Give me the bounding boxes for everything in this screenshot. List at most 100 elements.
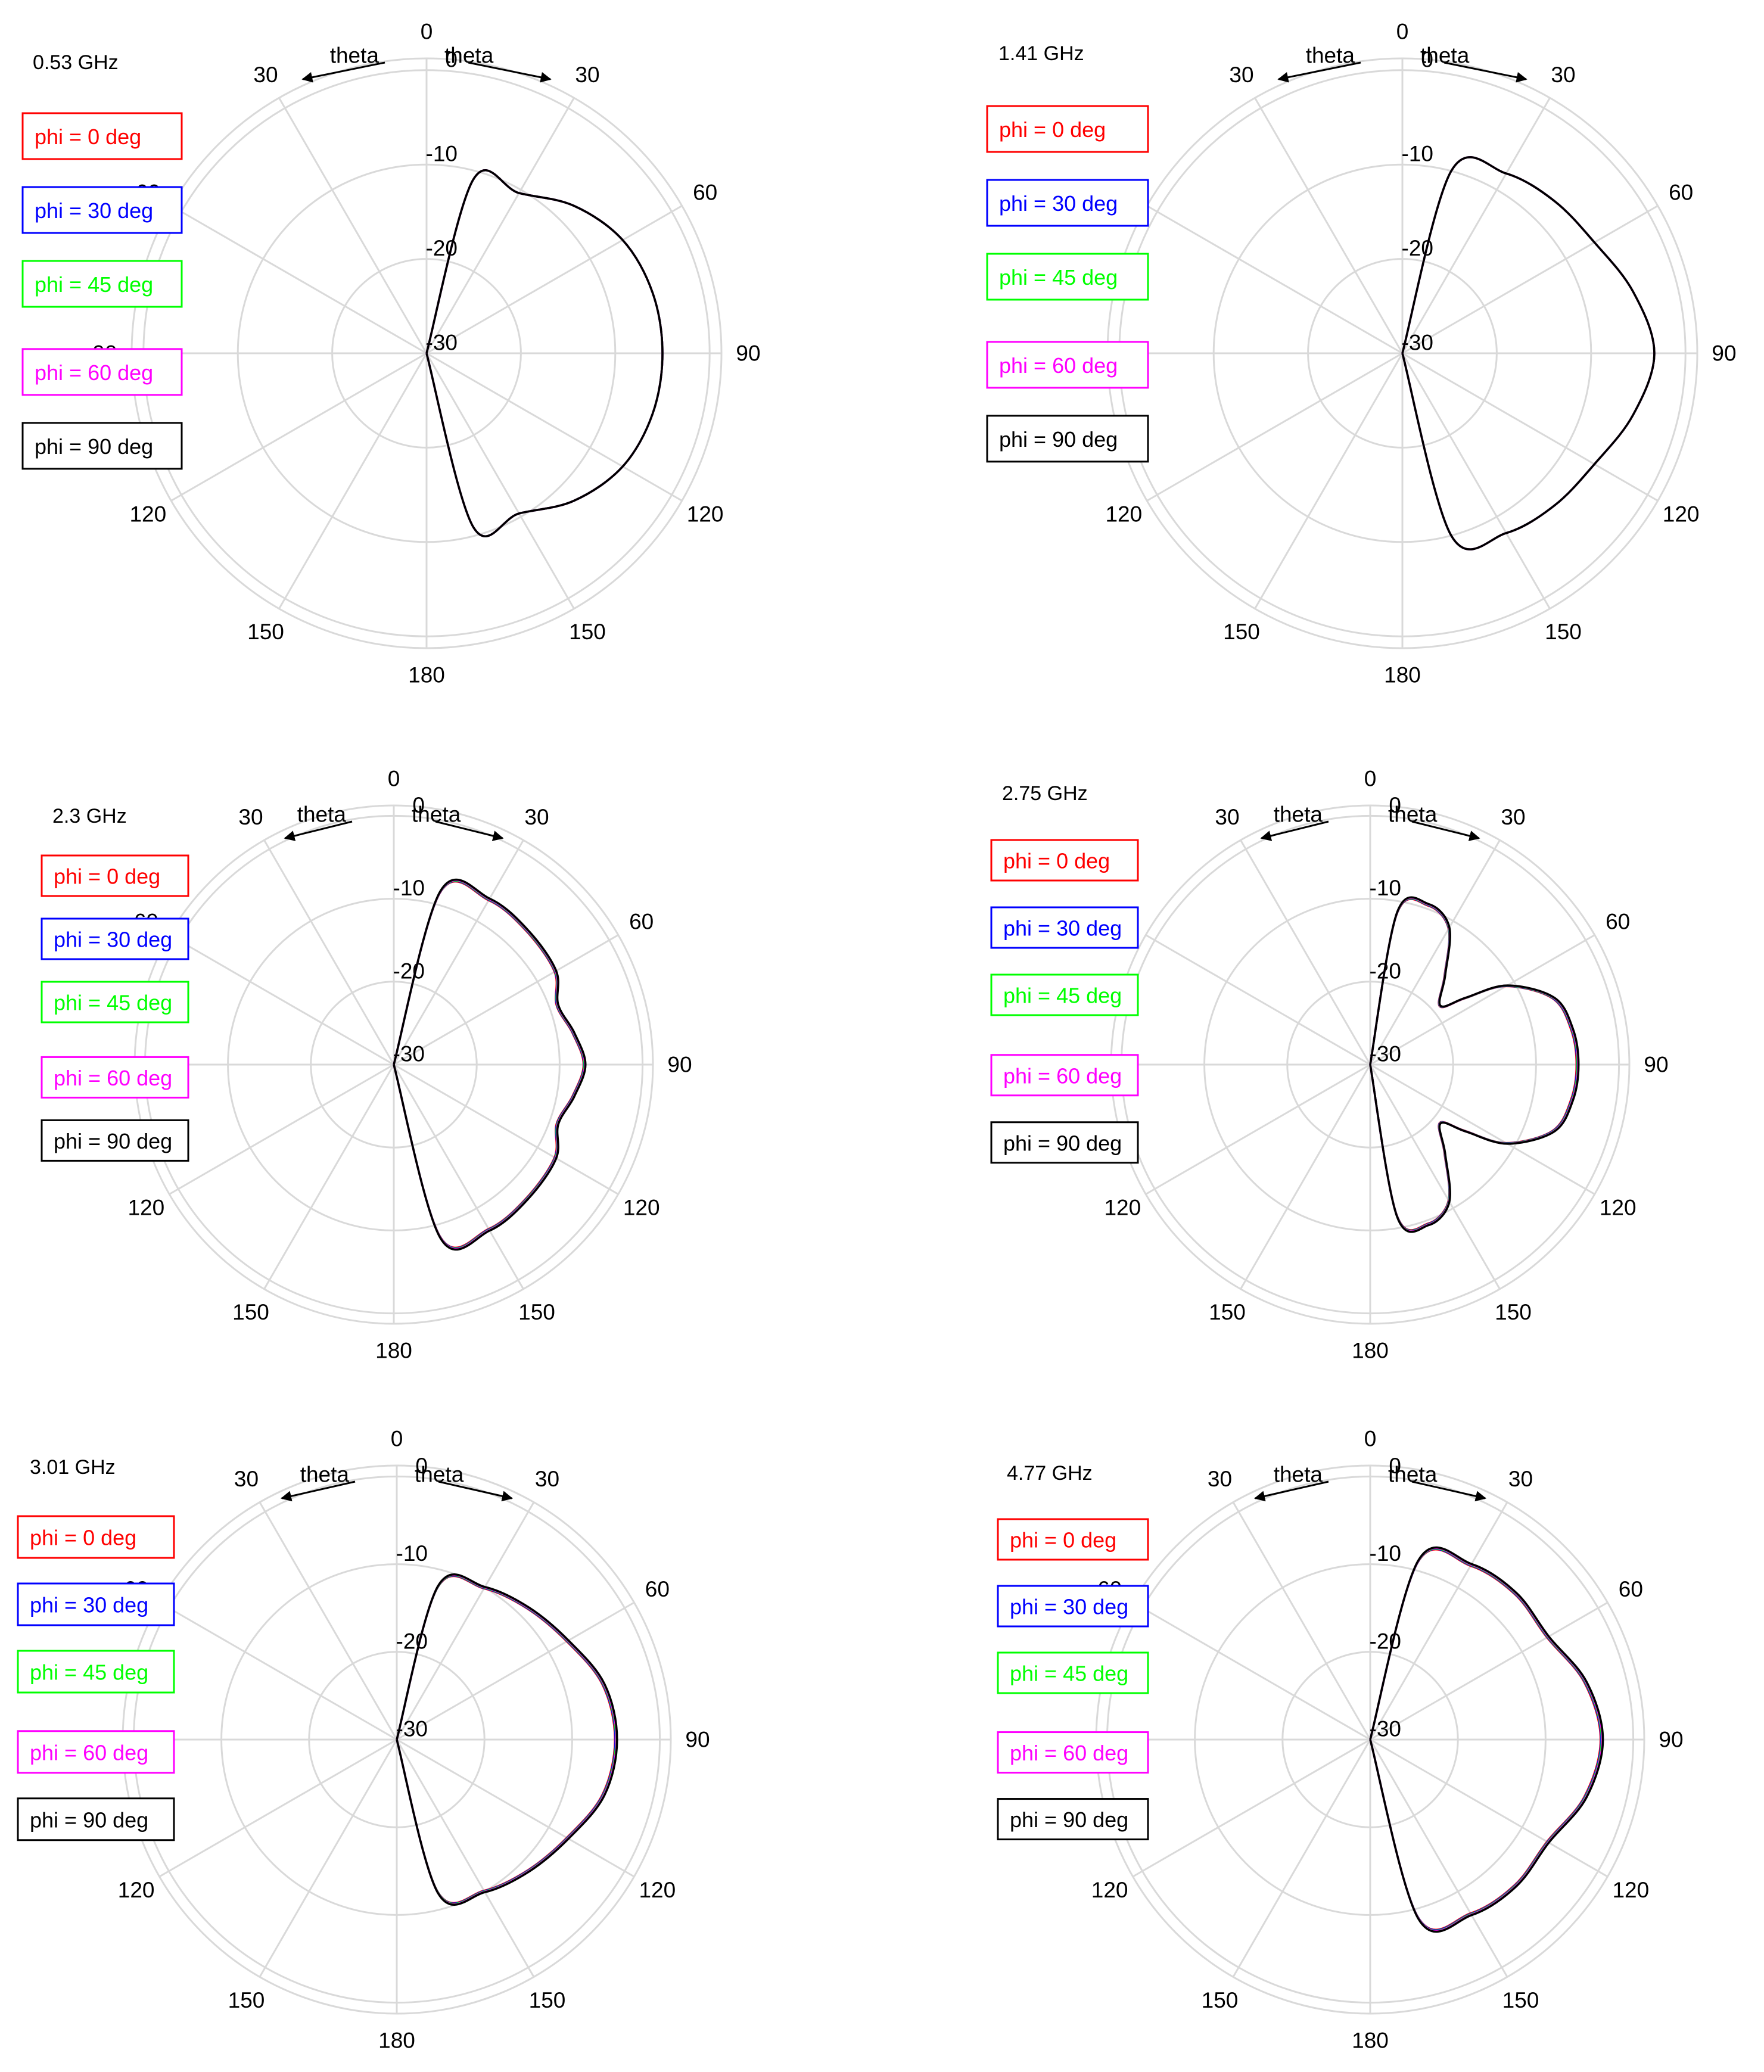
theta-arrow-left-icon xyxy=(281,1480,356,1502)
theta-label-left: theta xyxy=(300,1463,350,1487)
angle-tick-label: 30 xyxy=(253,63,278,87)
theta-label-left: theta xyxy=(297,802,347,827)
angle-tick-label: 60 xyxy=(629,910,654,934)
radial-tick-label: -10 xyxy=(426,142,458,166)
legend-label: phi = 60 deg xyxy=(1003,1063,1122,1088)
pattern-trace xyxy=(393,878,587,1251)
angle-tick-label: 90 xyxy=(1712,341,1736,366)
grid-spoke xyxy=(259,1739,398,1978)
angle-tick-label: 60 xyxy=(693,181,717,205)
angle-tick-label: 150 xyxy=(1202,1988,1239,2012)
angle-tick-label: 120 xyxy=(623,1196,660,1220)
grid-spoke xyxy=(1370,934,1595,1066)
radial-tick-label: 0 xyxy=(415,1454,428,1478)
grid-spoke xyxy=(170,205,427,354)
grid-spoke xyxy=(158,1601,397,1741)
grid-spoke xyxy=(1370,1601,1609,1741)
legend-entry: phi = 60 deg xyxy=(17,1730,175,1774)
pattern-trace xyxy=(425,169,664,537)
angle-tick-label: 0 xyxy=(391,1427,403,1451)
legend-entry: phi = 0 deg xyxy=(986,105,1149,153)
grid-spoke xyxy=(1402,352,1659,502)
pattern-trace xyxy=(396,1573,618,1906)
grid-spoke xyxy=(1146,352,1403,502)
theta-arrow-right-icon xyxy=(1411,1480,1486,1502)
grid-spoke xyxy=(396,1501,535,1740)
legend-box xyxy=(41,1056,189,1099)
grid-spoke xyxy=(393,1064,524,1290)
legend-entry: phi = 45 deg xyxy=(997,1651,1149,1694)
angle-tick-label: 150 xyxy=(228,1988,265,2012)
angle-tick-label: 60 xyxy=(1606,910,1630,934)
grid-spoke xyxy=(393,934,619,1066)
grid-spoke xyxy=(396,1601,635,1741)
grid-spoke xyxy=(1232,1739,1371,1978)
theta-label-right: theta xyxy=(444,43,494,68)
legend-box xyxy=(990,839,1139,882)
theta-label-left: theta xyxy=(1306,43,1355,68)
legend-box xyxy=(17,1515,175,1559)
angle-tick-label: 90 xyxy=(685,1728,710,1752)
legend-entry: phi = 0 deg xyxy=(21,112,183,160)
radial-tick-label: 0 xyxy=(1389,1454,1401,1478)
grid-spoke xyxy=(1402,205,1659,354)
legend-entry: phi = 90 deg xyxy=(17,1797,175,1841)
angle-tick-label: 90 xyxy=(736,341,760,366)
theta-label-right: theta xyxy=(1388,1463,1438,1487)
angle-tick-label: 180 xyxy=(1384,663,1421,687)
legend-entry: phi = 45 deg xyxy=(41,981,189,1023)
angle-tick-label: 30 xyxy=(1208,1467,1232,1491)
panel-title: 0.53 GHz xyxy=(33,51,119,74)
panel-title: 4.77 GHz xyxy=(1007,1462,1093,1485)
legend-entry: phi = 30 deg xyxy=(41,917,189,960)
grid-spoke xyxy=(393,839,524,1065)
angle-tick-label: 150 xyxy=(1223,620,1260,644)
legend-box xyxy=(997,1651,1149,1694)
radial-tick-label: -10 xyxy=(1402,142,1433,166)
grid-spoke xyxy=(169,934,394,1066)
angle-tick-label: 30 xyxy=(575,63,599,87)
grid-spoke xyxy=(396,1739,535,1978)
grid-spoke xyxy=(1370,1738,1609,1878)
theta-arrow-right-icon xyxy=(435,820,504,841)
legend-label: phi = 90 deg xyxy=(1003,1131,1122,1155)
angle-tick-label: 120 xyxy=(1612,1878,1649,1902)
polar-chart-5: 03060901201501801501209060300-10-20-30th… xyxy=(17,1427,710,2053)
legend-entry: phi = 90 deg xyxy=(990,1121,1139,1164)
angle-tick-label: 30 xyxy=(535,1467,559,1491)
legend-label: phi = 90 deg xyxy=(1010,1807,1128,1832)
legend-label: phi = 0 deg xyxy=(54,864,160,889)
legend-entry: phi = 30 deg xyxy=(997,1585,1149,1628)
angle-tick-label: 150 xyxy=(232,1300,269,1324)
legend-entry: phi = 60 deg xyxy=(41,1056,189,1099)
pattern-trace xyxy=(1401,156,1656,550)
grid-spoke xyxy=(1370,1063,1595,1195)
legend-label: phi = 0 deg xyxy=(999,117,1106,142)
legend-box xyxy=(997,1731,1149,1774)
legend-label: phi = 45 deg xyxy=(1003,984,1122,1008)
legend-box xyxy=(990,1121,1139,1164)
legend-label: phi = 30 deg xyxy=(35,198,153,223)
legend-entry: phi = 0 deg xyxy=(41,854,189,897)
angle-tick-label: 90 xyxy=(1659,1728,1683,1752)
angle-tick-label: 0 xyxy=(1364,1427,1377,1451)
angle-tick-label: 30 xyxy=(238,805,263,829)
legend-label: phi = 30 deg xyxy=(1003,916,1122,941)
grid-spoke xyxy=(1132,1601,1371,1741)
grid-spoke xyxy=(426,352,683,502)
legend-label: phi = 60 deg xyxy=(1010,1741,1128,1765)
grid-spoke xyxy=(170,352,427,502)
legend-box xyxy=(21,260,183,308)
grid-spoke xyxy=(263,839,395,1065)
angle-tick-label: 180 xyxy=(1352,2029,1389,2053)
grid-spoke xyxy=(1369,839,1501,1065)
legend-entry: phi = 90 deg xyxy=(41,1119,189,1162)
theta-arrow-left-icon xyxy=(1277,61,1361,83)
legend-label: phi = 90 deg xyxy=(999,427,1118,452)
legend-label: phi = 0 deg xyxy=(1003,849,1110,873)
legend-label: phi = 45 deg xyxy=(1010,1662,1128,1686)
grid-spoke xyxy=(1145,934,1371,1066)
legend-label: phi = 30 deg xyxy=(54,928,172,952)
angle-tick-label: 30 xyxy=(1508,1467,1533,1491)
legend-box xyxy=(986,415,1149,463)
